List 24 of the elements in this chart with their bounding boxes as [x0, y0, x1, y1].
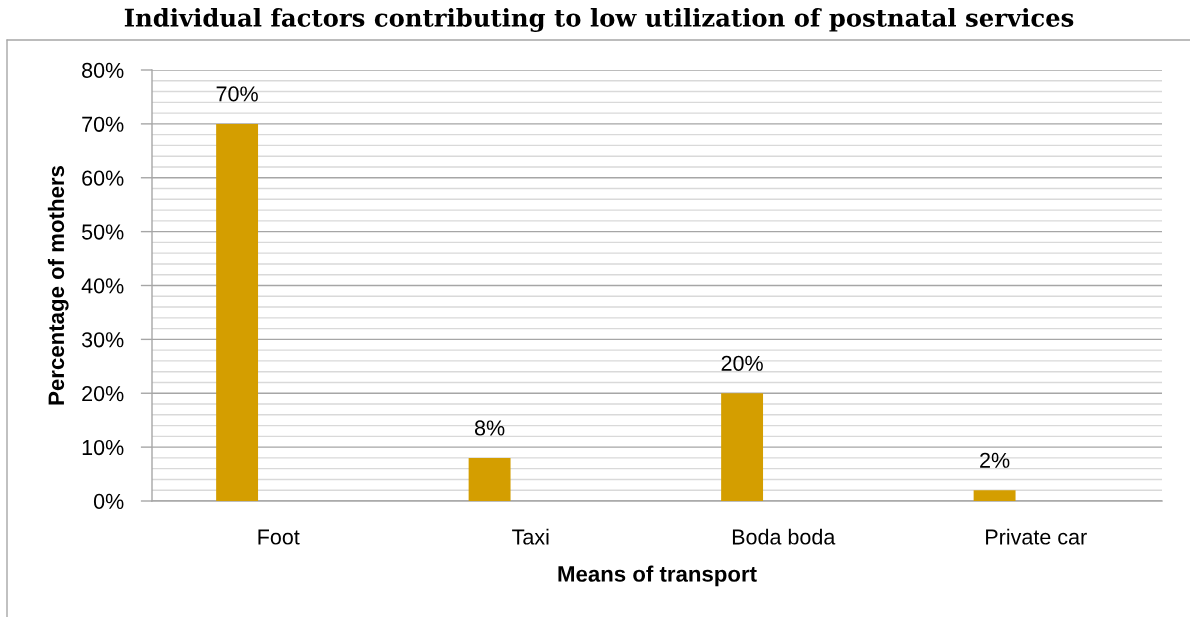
y-tick-label: 20%	[82, 386, 124, 402]
x-tick-label: Foot	[258, 529, 300, 545]
y-tick-label: 50%	[82, 224, 124, 240]
chart-title: Individual factors contributing to low utilization of postnatal services	[124, 8, 1074, 32]
x-tick-label: Boda boda	[732, 528, 836, 545]
y-tick-label: 0%	[93, 493, 124, 510]
data-label: 8%	[474, 420, 505, 436]
bar	[721, 393, 764, 501]
data-label: 2%	[980, 452, 1010, 468]
x-tick-label: Private car	[986, 528, 1087, 545]
y-axis-title: Percentage of mothers	[47, 166, 69, 405]
bar	[468, 457, 511, 501]
y-tick-label: 60%	[82, 170, 124, 186]
y-tick-label: 30%	[81, 332, 124, 348]
y-tick-label: 40%	[81, 278, 124, 294]
bar	[216, 123, 259, 501]
bar	[973, 490, 1016, 501]
y-tick-label: 70%	[82, 116, 124, 132]
x-tick-label: Taxi	[512, 528, 549, 545]
x-axis-title: Means of transport	[558, 565, 757, 587]
y-tick-label: 80%	[82, 62, 124, 79]
data-label: 70%	[216, 86, 258, 102]
data-label: 20%	[721, 355, 763, 371]
y-tick-label: 10%	[82, 439, 124, 456]
